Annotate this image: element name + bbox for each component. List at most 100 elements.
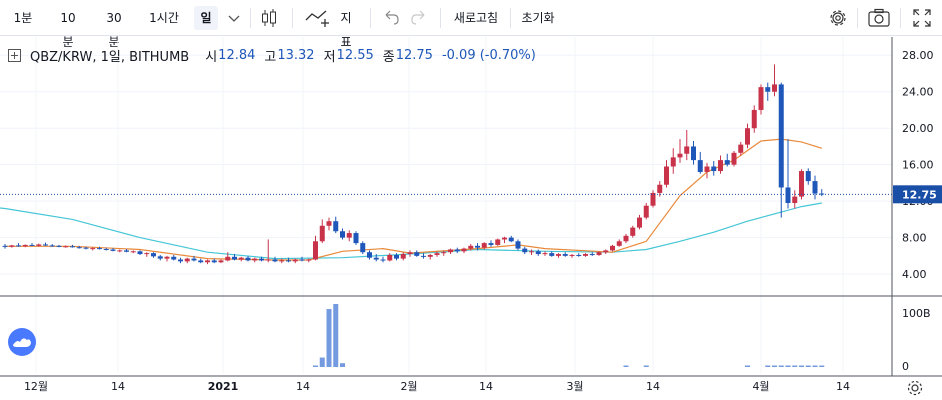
volume-bar <box>333 304 339 367</box>
chart-axes: 28.0024.0020.0016.0012.008.004.0012월1420… <box>0 37 942 393</box>
candle-body <box>29 244 35 246</box>
ma-long-line <box>0 202 822 260</box>
candle-body <box>178 259 183 262</box>
candle-body <box>704 166 710 172</box>
volume-bar <box>313 365 318 367</box>
candle-body <box>151 253 156 257</box>
interval-1hour-button[interactable]: 1시간 <box>149 11 179 25</box>
candle-body <box>637 217 642 228</box>
candle-body <box>664 166 669 185</box>
price-tick-label: 24.00 <box>902 86 934 99</box>
candle-body <box>360 243 366 253</box>
settings-gear-icon[interactable] <box>826 6 850 30</box>
candle-body <box>16 245 21 247</box>
candle-body <box>508 237 514 242</box>
ma-short-line <box>5 138 822 261</box>
volume-bar <box>326 309 332 367</box>
volume-tick-label: 100B <box>902 307 931 320</box>
toolbar-divider <box>857 8 858 28</box>
time-tick-label: 14 <box>646 380 660 393</box>
volume-series <box>313 304 825 367</box>
price-tick-label: 8.00 <box>902 232 927 245</box>
candle-body <box>684 146 690 154</box>
indicators-icon[interactable] <box>304 6 334 30</box>
time-tick-label: 3월 <box>566 380 583 393</box>
candlestick-chart-type-icon[interactable] <box>258 6 280 30</box>
low-value: 12.55 <box>336 47 374 63</box>
fullscreen-icon[interactable] <box>910 6 934 30</box>
candle-body <box>731 152 737 165</box>
candle-body <box>90 248 96 250</box>
candle-body <box>697 160 703 172</box>
price-tick-label: 4.00 <box>902 268 927 281</box>
candle-body <box>481 243 487 248</box>
candle-body <box>49 245 55 247</box>
indicators-button[interactable]: 지표 <box>340 11 352 49</box>
candle-body <box>427 254 433 257</box>
candle-body <box>434 253 440 255</box>
time-tick-label: 14 <box>296 380 310 393</box>
candle-body <box>535 251 541 255</box>
screenshot-camera-icon[interactable] <box>866 6 892 30</box>
interval-30min-button[interactable]: 30분 <box>106 11 122 49</box>
refresh-button[interactable]: 새로고침 <box>453 11 499 25</box>
candle-body <box>718 160 723 172</box>
redo-icon[interactable] <box>408 6 430 30</box>
time-tick-label: 4월 <box>752 380 769 393</box>
volume-bar <box>812 365 818 367</box>
candle-body <box>103 249 109 251</box>
candle-body <box>454 249 460 252</box>
candle-body <box>603 250 609 253</box>
candle-body <box>799 171 804 197</box>
candle-body <box>225 256 231 261</box>
interval-1min-button[interactable]: 1분 <box>13 11 33 25</box>
candle-body <box>643 205 649 218</box>
add-symbol-plus-icon[interactable] <box>8 48 21 62</box>
high-label: 고 <box>264 49 277 65</box>
close-value: 12.75 <box>395 47 433 63</box>
candle-body <box>171 256 177 260</box>
candle-body <box>306 259 312 261</box>
reset-button[interactable]: 초기화 <box>521 11 555 25</box>
candle-body <box>265 259 271 261</box>
candle-body <box>448 249 453 253</box>
change-value: -0.09 (-0.70%) <box>441 47 536 63</box>
candle-body <box>670 157 676 167</box>
candle-body <box>495 239 501 245</box>
candle-body <box>610 245 615 251</box>
candle-body <box>340 231 345 238</box>
candle-body <box>83 247 89 249</box>
time-tick-label: 2021 <box>208 380 239 393</box>
candle-body <box>502 237 507 240</box>
volume-bar <box>340 363 345 367</box>
candle-body <box>738 144 744 153</box>
candle-body <box>299 259 305 261</box>
candle-body <box>576 254 582 256</box>
candle-body <box>232 256 237 260</box>
current-price-label: 12.75 <box>902 188 937 201</box>
candle-body <box>43 244 48 246</box>
candle-body <box>22 244 28 247</box>
candle-body <box>326 221 332 226</box>
undo-icon[interactable] <box>380 6 402 30</box>
volume-bar <box>799 365 804 367</box>
candle-body <box>279 260 285 262</box>
candle-body <box>441 252 447 254</box>
candle-body <box>2 245 8 247</box>
volume-bar <box>623 365 629 367</box>
interval-dropdown-chevron-icon[interactable] <box>224 6 244 30</box>
candle-body <box>97 248 102 250</box>
tradingview-logo-icon <box>8 328 36 356</box>
interval-day-button[interactable]: 일 <box>194 6 218 30</box>
time-axis-settings-gear-icon[interactable] <box>907 380 923 396</box>
candle-body <box>191 258 197 261</box>
symbol-label[interactable]: QBZ/KRW, 1일, BITHUMB <box>30 49 190 65</box>
candle-body <box>488 243 494 245</box>
toolbar-divider <box>370 8 371 28</box>
candle-body <box>765 87 771 92</box>
candle-body <box>589 254 595 256</box>
candle-body <box>691 146 696 161</box>
candle-body <box>117 250 123 252</box>
interval-10min-button[interactable]: 10분 <box>60 11 76 49</box>
